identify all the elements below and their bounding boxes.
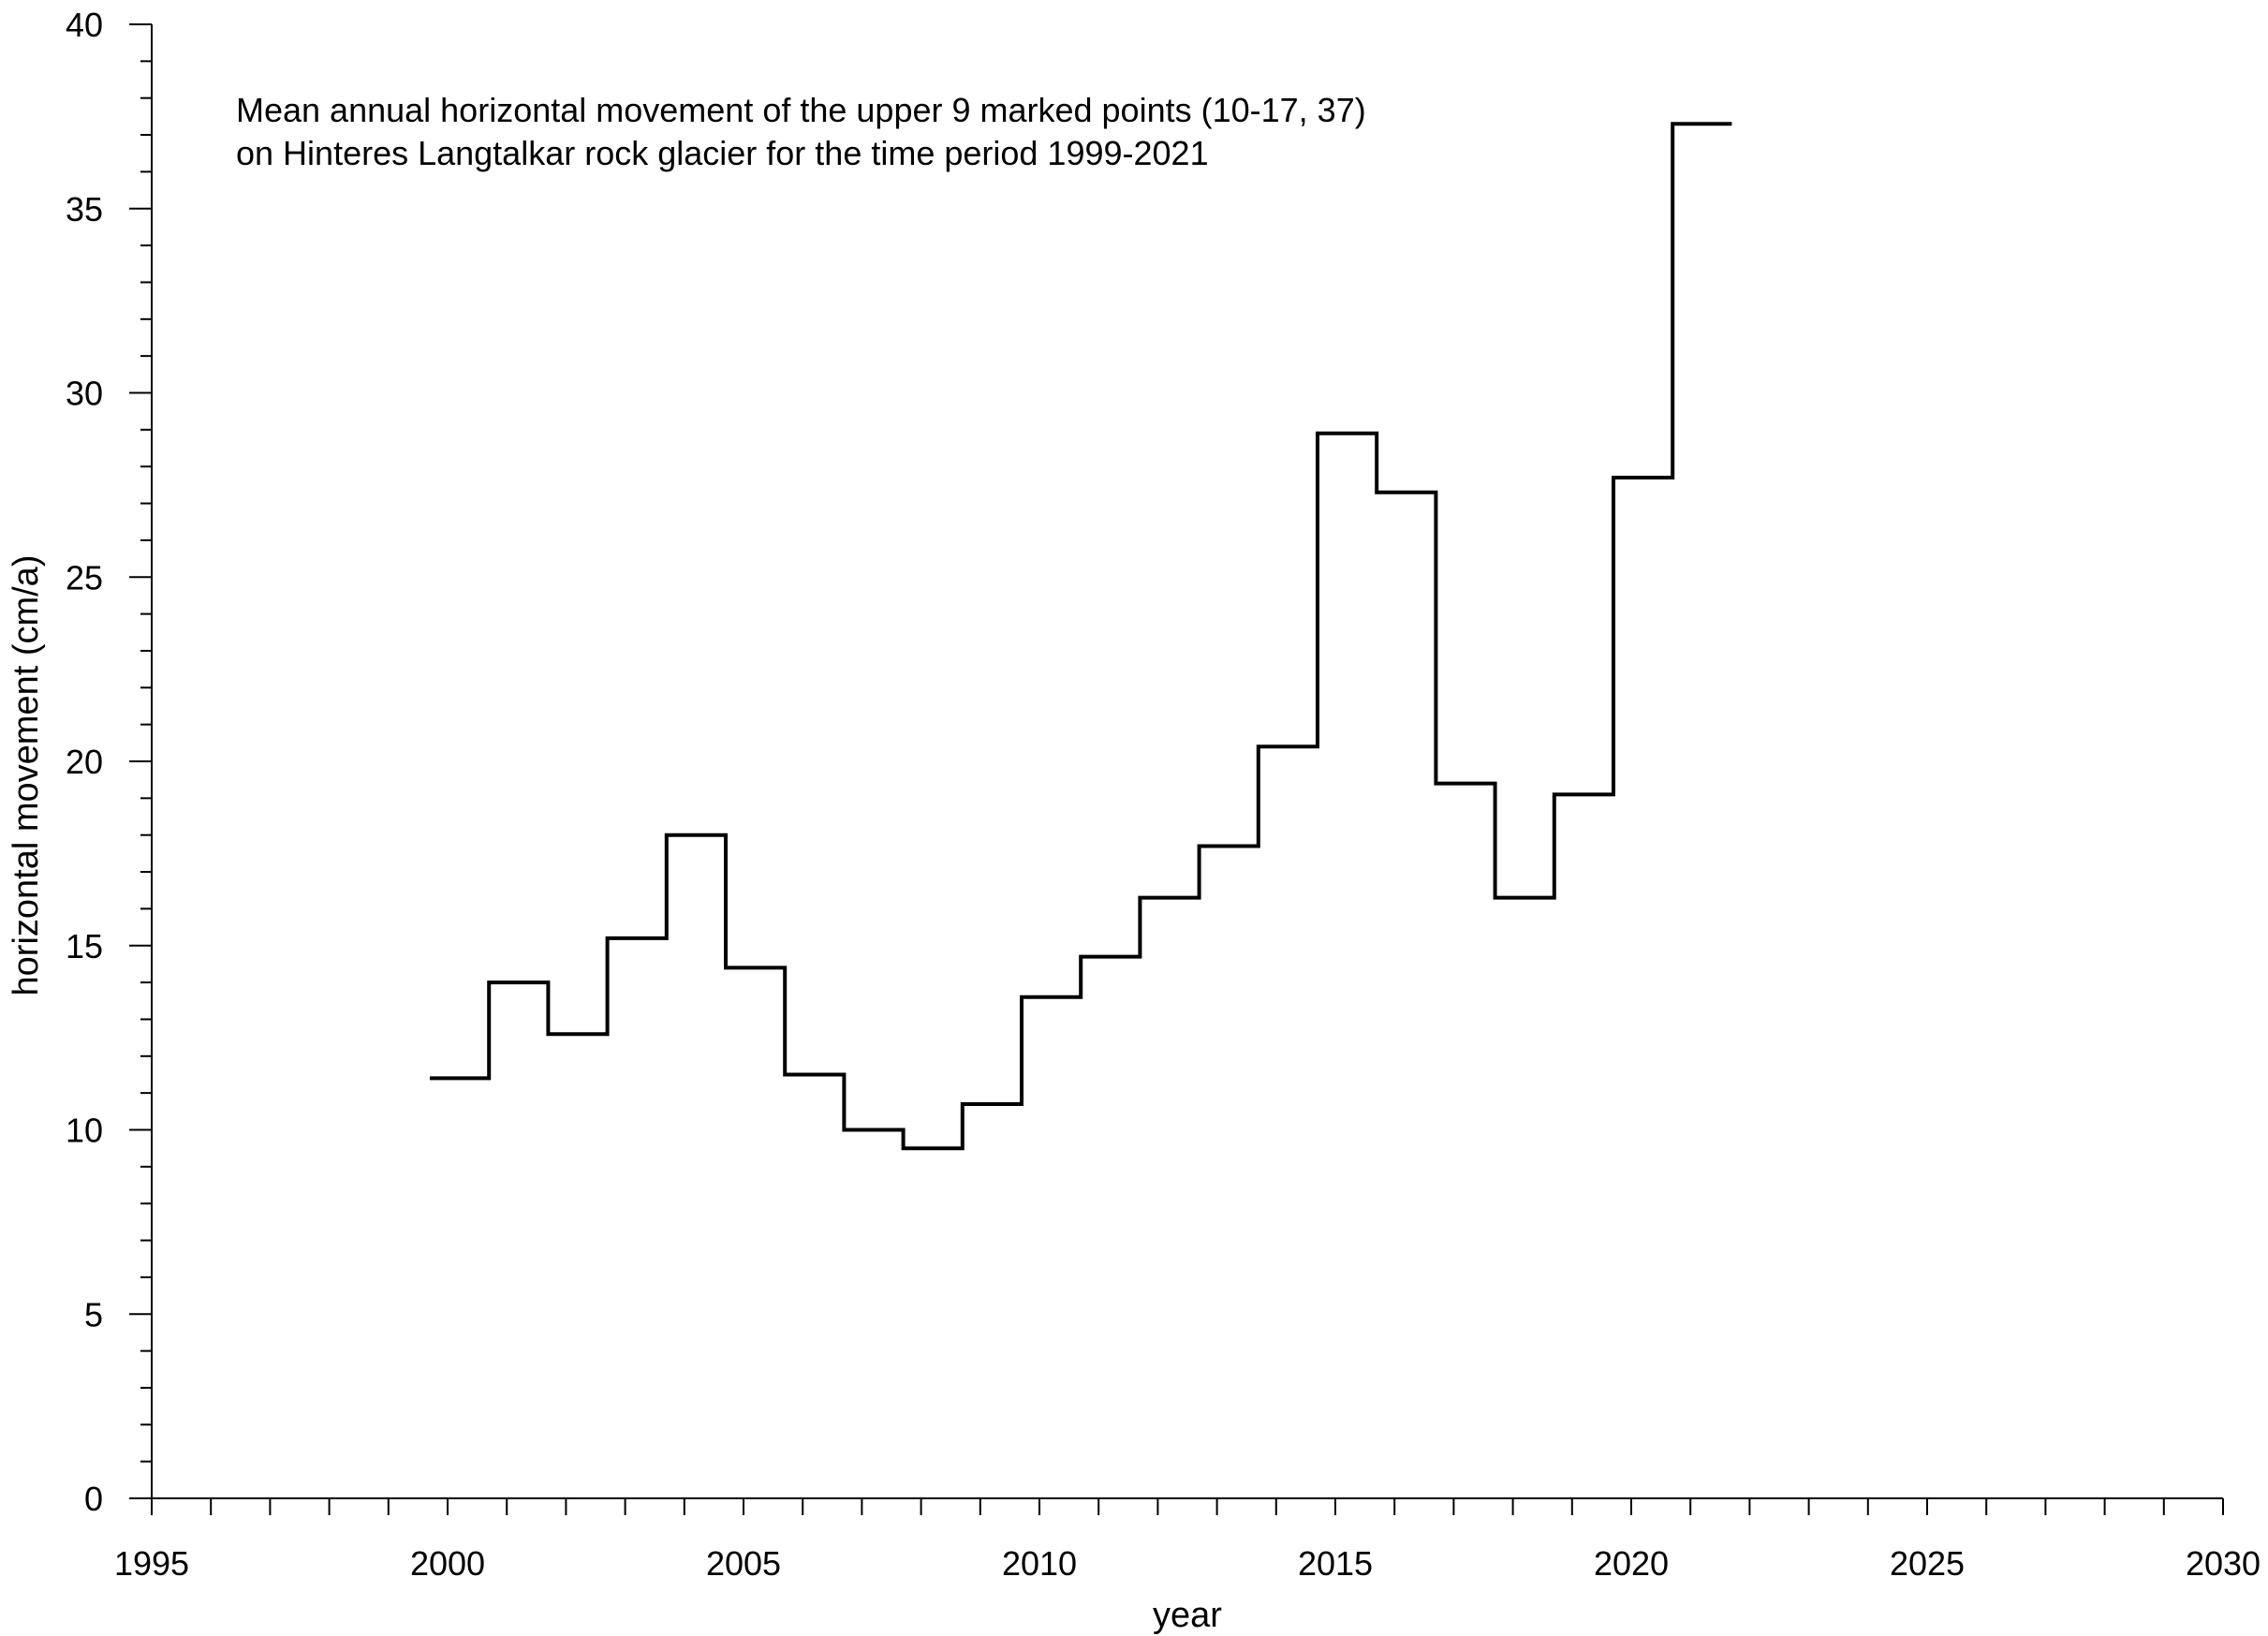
y-tick-label: 35 [66,190,103,228]
y-tick-label: 40 [66,6,103,44]
x-tick-label: 2020 [1594,1544,1669,1583]
ticks [129,23,2224,1515]
chart-title-line-1: Mean annual horizontal movement of the u… [236,91,1366,129]
x-tick-label: 2030 [2186,1544,2261,1583]
chart-title-line-2: on Hinteres Langtalkar rock glacier for … [236,134,1209,172]
x-tick-label: 2000 [410,1544,485,1583]
x-tick-label: 1995 [114,1544,189,1583]
y-tick-label: 30 [66,375,103,413]
y-tick-label: 5 [84,1295,103,1334]
x-tick-label: 2005 [706,1544,781,1583]
y-axis-title: horizontal movement (cm/a) [7,555,46,996]
tick-labels: 1995 2000 2005 2010 2015 2020 2025 203005101520… [66,6,2261,1583]
axes [151,24,2223,1499]
y-tick-label: 25 [66,558,103,597]
x-tick-label: 2025 [1890,1544,1965,1583]
x-tick-label: 2015 [1298,1544,1373,1583]
x-tick-label: 2010 [1002,1544,1077,1583]
y-tick-label: 20 [66,743,103,781]
y-tick-label: 10 [66,1112,103,1150]
y-tick-label: 15 [66,927,103,965]
step-line-series [430,122,1732,1151]
x-axis-title: year [1153,1596,1222,1635]
series [430,122,1732,1151]
y-tick-label: 0 [84,1480,103,1518]
